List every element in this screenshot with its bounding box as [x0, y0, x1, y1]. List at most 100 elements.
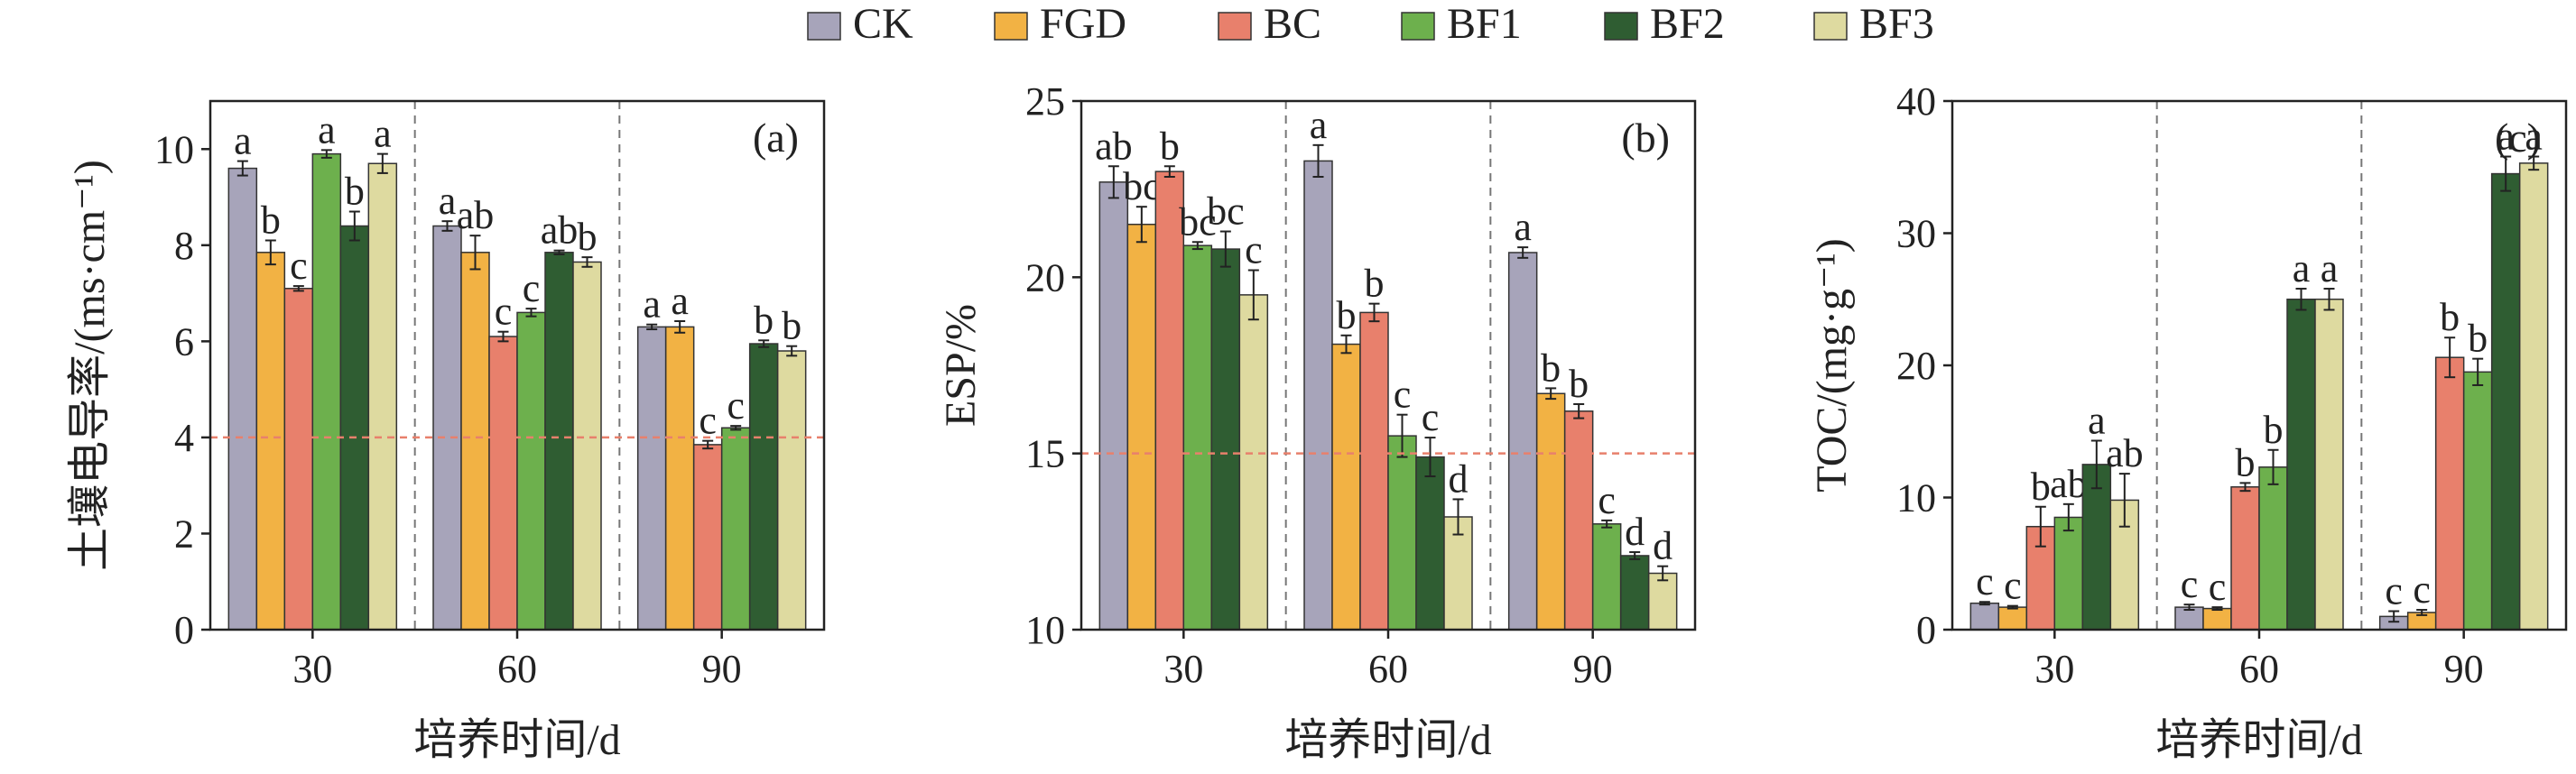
significance-letter: b — [754, 298, 774, 342]
bar-bf1-30 — [2053, 516, 2084, 631]
significance-letter: c — [1394, 373, 1412, 417]
significance-letter: a — [2293, 246, 2311, 290]
panel-label: (c) — [2495, 115, 2541, 161]
y-tick-label: 10 — [154, 127, 194, 171]
bar-ck-30 — [227, 167, 258, 631]
significance-letter: b — [1160, 124, 1180, 168]
bar-bc-90 — [692, 444, 723, 631]
bar-bf2-60 — [1415, 456, 1445, 631]
bar-fgd-60 — [460, 252, 490, 631]
bar-bf3-90 — [2518, 162, 2549, 631]
legend-label-bc: BC — [1264, 0, 1321, 48]
legend-label-fgd: FGD — [1040, 0, 1126, 48]
bar-fgd-30 — [255, 252, 286, 631]
bar-bf2-90 — [2490, 172, 2521, 631]
x-axis-label: 培养时间/d — [413, 716, 620, 764]
y-tick-label: 0 — [174, 608, 194, 652]
bar-bf3-60 — [572, 261, 602, 631]
legend-swatch-bf2 — [1604, 12, 1638, 41]
bar-bc-30 — [1154, 170, 1185, 631]
y-tick-label: 20 — [1896, 344, 1936, 388]
significance-letter: c — [1245, 228, 1263, 272]
significance-letter: bc — [1179, 199, 1217, 244]
y-tick-label: 15 — [1025, 432, 1065, 476]
significance-letter: c — [523, 266, 541, 310]
bar-fgd-30 — [1126, 223, 1157, 631]
bar-bf3-30 — [1238, 294, 1269, 631]
bar-bc-90 — [2434, 356, 2465, 631]
significance-letter: b — [2031, 465, 2051, 509]
legend: CK FGD BC BF1 BF2 BF3 — [807, 0, 1934, 48]
bar-bf2-90 — [748, 343, 779, 631]
bar-fgd-30 — [1997, 606, 2028, 631]
significance-letter: ab — [1095, 124, 1133, 168]
bar-bf2-30 — [1210, 248, 1241, 631]
legend-label-ck: CK — [853, 0, 913, 48]
bar-bf2-30 — [2081, 464, 2112, 631]
y-tick-label: 6 — [174, 319, 194, 364]
significance-letter: c — [699, 399, 717, 443]
bar-bf1-60 — [516, 311, 546, 631]
y-tick-label: 10 — [1025, 608, 1065, 652]
y-axis-label: 土壤电导率/(ms·cm⁻¹) — [66, 160, 114, 571]
significance-letter: b — [1541, 346, 1561, 390]
significance-letter: c — [2385, 568, 2403, 613]
y-axis-label: TOC/(mg·g⁻¹) — [1808, 238, 1856, 492]
bar-bf3-60 — [2314, 299, 2344, 631]
significance-letter: c — [2209, 565, 2227, 609]
panel-label: (b) — [1621, 115, 1670, 161]
x-tick-label: 30 — [2034, 647, 2074, 691]
significance-letter: b — [2236, 440, 2256, 484]
significance-letter: c — [495, 290, 513, 334]
significance-letter: b — [261, 198, 281, 242]
significance-letter: ab — [457, 193, 495, 237]
y-tick-label: 30 — [1896, 212, 1936, 256]
x-tick-label: 30 — [292, 647, 332, 691]
significance-letter: b — [2468, 317, 2488, 361]
y-tick-label: 25 — [1025, 79, 1065, 124]
legend-swatch-bf3 — [1813, 12, 1848, 41]
significance-letter: c — [2413, 567, 2431, 612]
x-tick-label: 60 — [2239, 647, 2279, 691]
bar-bf1-60 — [2258, 466, 2288, 631]
bar-bf3-90 — [1647, 572, 1678, 631]
significance-letter: b — [782, 304, 802, 348]
bar-bf3-30 — [367, 162, 398, 631]
significance-letter: a — [671, 279, 689, 323]
x-axis-label: 培养时间/d — [2155, 716, 2362, 764]
legend-swatch-bf1 — [1401, 12, 1435, 41]
y-tick-label: 40 — [1896, 79, 1936, 124]
y-tick-label: 2 — [174, 511, 194, 556]
significance-letter: b — [578, 215, 598, 259]
significance-letter: a — [318, 107, 336, 152]
panel-label: (a) — [753, 115, 799, 161]
significance-letter: c — [1422, 395, 1440, 439]
significance-letter: a — [2088, 399, 2106, 443]
bar-ck-90 — [1507, 252, 1538, 631]
significance-letter: d — [1625, 510, 1645, 554]
bar-bf1-90 — [1591, 523, 1622, 631]
y-tick-label: 8 — [174, 224, 194, 268]
significance-letter: a — [2497, 115, 2515, 159]
significance-letter: ab — [2050, 462, 2088, 506]
bar-bf2-60 — [2286, 299, 2316, 631]
bar-ck-60 — [432, 225, 462, 631]
y-axis-label: ESP/% — [937, 304, 985, 427]
significance-letter: d — [1653, 524, 1673, 568]
bar-fgd-60 — [2202, 607, 2232, 631]
bar-bc-60 — [2230, 486, 2260, 631]
bar-bc-90 — [1563, 410, 1594, 631]
bar-ck-90 — [636, 326, 667, 631]
y-tick-label: 20 — [1025, 255, 1065, 299]
bar-bf3-90 — [776, 350, 807, 631]
significance-letter: a — [2525, 115, 2543, 159]
significance-letter: bc — [1207, 189, 1245, 234]
bar-bf1-90 — [720, 427, 751, 631]
bar-bf2-30 — [339, 225, 370, 631]
x-tick-label: 90 — [1573, 647, 1613, 691]
legend-label-bf2: BF2 — [1650, 0, 1725, 48]
x-tick-label: 60 — [497, 647, 537, 691]
significance-letter: b — [1365, 262, 1385, 306]
